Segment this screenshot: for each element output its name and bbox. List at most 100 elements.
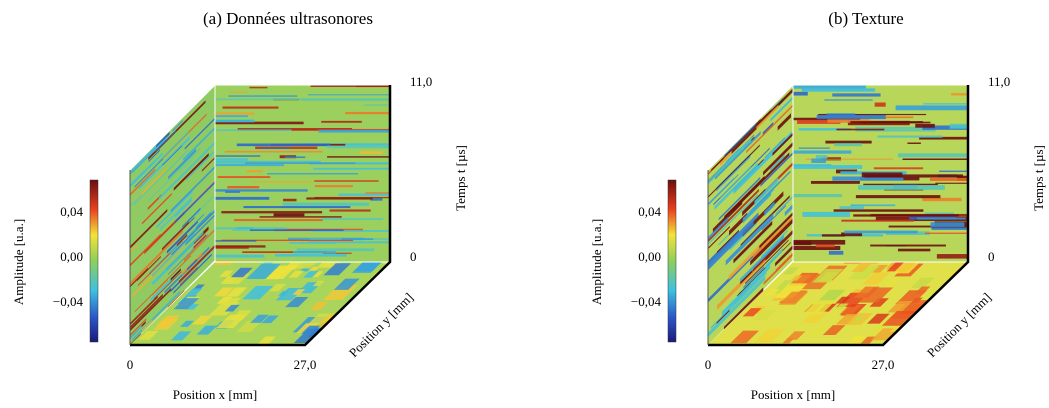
texture-patch [219, 270, 234, 277]
texture-stripe [130, 318, 147, 343]
texture-stripe [171, 209, 215, 256]
texture-stripe [130, 144, 157, 193]
texture-patch [835, 314, 860, 325]
texture-patch [186, 304, 200, 310]
texture-stripe [152, 279, 168, 297]
texture-stripe [761, 229, 788, 258]
texture-stripe [148, 147, 201, 202]
back-face [793, 85, 968, 262]
y-axis-label: Position y [mm] [924, 290, 994, 360]
texture-stripe [725, 212, 774, 266]
texture-stripe [708, 212, 759, 277]
texture-stripe [775, 190, 793, 215]
texture-patch [138, 330, 159, 340]
texture-stripe [307, 94, 390, 96]
texture-stripe [313, 167, 390, 170]
texture-stripe [180, 266, 198, 286]
texture-patch [881, 311, 916, 326]
texture-stripe [246, 170, 263, 173]
texture-stripe [201, 146, 215, 172]
texture-stripe [721, 263, 771, 317]
texture-stripe [743, 265, 765, 289]
colorbar-tick-label: −0,04 [53, 294, 84, 309]
x-axis-label: Position x [mm] [173, 387, 258, 402]
texture-patch [892, 262, 922, 274]
texture-patch [870, 264, 888, 273]
texture-stripe [345, 111, 390, 115]
texture-stripe [237, 128, 353, 131]
texture-stripe [327, 156, 390, 158]
texture-stripe [935, 182, 968, 184]
texture-stripe [902, 158, 968, 160]
texture-patch [895, 290, 928, 305]
texture-stripe [173, 153, 209, 191]
texture-stripe [929, 177, 968, 181]
texture-stripe [167, 289, 185, 308]
texture-stripe [224, 150, 323, 153]
texture-stripe [195, 211, 211, 230]
texture-patch [764, 288, 780, 296]
texture-stripe [251, 181, 314, 183]
texture-stripe [939, 170, 968, 172]
texture-stripe [861, 172, 903, 178]
x-axis-label: Position x [mm] [751, 387, 836, 402]
texture-stripe [176, 233, 188, 247]
texture-stripe [234, 219, 323, 222]
texture-stripe [179, 157, 194, 173]
texture-patch [866, 313, 890, 324]
texture-stripe [215, 260, 255, 262]
texture-stripe [183, 101, 215, 161]
texture-stripe [243, 206, 351, 209]
texture-stripe [922, 125, 968, 130]
face-texture [215, 85, 390, 262]
texture-patch [236, 320, 263, 332]
texture-patch [156, 315, 180, 326]
texture-stripe [897, 248, 931, 252]
texture-stripe [141, 192, 172, 225]
texture-stripe [873, 167, 924, 170]
texture-stripe [160, 195, 193, 231]
texture-patch [317, 262, 349, 268]
texture-stripe [215, 121, 304, 125]
texture-patch [753, 329, 785, 343]
texture-patch [389, 262, 390, 263]
texture-patch [312, 280, 325, 287]
texture-stripe [133, 149, 189, 206]
texture-stripe [864, 174, 963, 178]
texture-patch [308, 266, 320, 272]
texture-stripe [811, 158, 827, 164]
texture-stripe [215, 155, 261, 157]
texture-patch [915, 286, 931, 294]
texture-stripe [930, 222, 965, 227]
texture-stripe [858, 185, 945, 190]
texture-stripe [360, 151, 383, 155]
texture-patch [180, 320, 195, 327]
t-axis-label: Temps t [µs] [1031, 145, 1046, 211]
texture-patch [816, 289, 846, 303]
texture-stripe [215, 240, 257, 242]
texture-stripe [827, 119, 870, 123]
texture-stripe [215, 196, 270, 200]
texture-stripe [708, 188, 759, 251]
texture-stripe [134, 255, 191, 313]
texture-patch [309, 301, 329, 311]
texture-stripe [917, 217, 966, 220]
texture-stripe [283, 198, 297, 202]
texture-stripe [296, 248, 375, 252]
texture-stripe [130, 287, 172, 331]
texture-stripe [215, 119, 255, 123]
texture-stripe [798, 128, 852, 131]
texture-stripe [832, 176, 904, 181]
colorbar [89, 179, 99, 343]
texture-stripe [884, 189, 924, 191]
back-face [215, 85, 390, 262]
texture-patch [216, 314, 248, 328]
texture-stripe [936, 254, 968, 259]
texture-stripe [148, 100, 206, 161]
texture-stripe [907, 142, 921, 144]
texture-stripe [718, 176, 761, 221]
texture-stripe [259, 147, 291, 149]
texture-patch [839, 304, 862, 315]
texture-stripe [764, 137, 785, 159]
texture-stripe [793, 245, 841, 251]
